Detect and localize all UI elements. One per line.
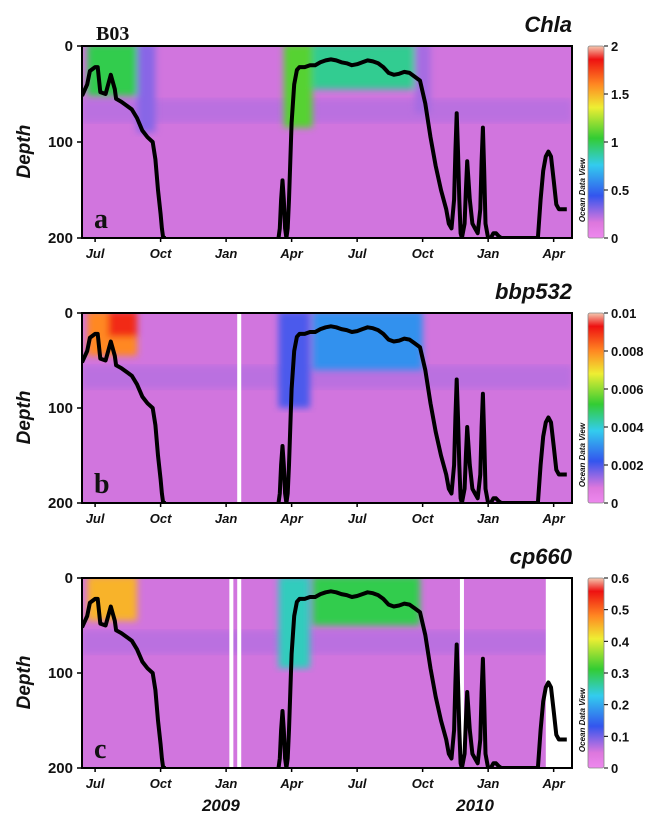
mixed-layer-depth-line xyxy=(82,65,166,238)
y-tick-label: 200 xyxy=(48,760,73,777)
x-tick-label: Apr xyxy=(541,776,565,791)
x-tick-label: Jul xyxy=(86,776,105,791)
y-axis-label: Depth xyxy=(14,391,35,445)
x-tick-label: Jul xyxy=(348,246,367,261)
colorbar-tick-label: 2 xyxy=(611,39,618,54)
heatmap-high-region xyxy=(108,313,138,337)
colorbar-tick-label: 0.002 xyxy=(611,458,644,473)
colorbar-tick-label: 0 xyxy=(611,496,618,511)
x-tick-label: Jan xyxy=(215,511,237,526)
panel-title: cp660 xyxy=(510,544,573,569)
panel-title: Chla xyxy=(524,12,572,37)
x-tick-label: Jan xyxy=(477,776,499,791)
x-tick-label: Apr xyxy=(279,511,303,526)
colorbar-tick-label: 0.4 xyxy=(611,634,630,649)
y-tick-label: 0 xyxy=(65,570,73,587)
y-tick-label: 100 xyxy=(48,665,73,682)
colorbar xyxy=(587,577,605,769)
station-label: B03 xyxy=(96,23,129,45)
colorbar-tick-label: 0.01 xyxy=(611,306,636,321)
y-tick-label: 200 xyxy=(48,230,73,247)
heatmap-field xyxy=(82,578,572,768)
heatmap-subsurface-band xyxy=(82,98,572,123)
heatmap-high-region xyxy=(414,46,431,114)
x-tick-label: Jan xyxy=(215,246,237,261)
colorbar-tick-label: 0.5 xyxy=(611,603,629,618)
ocean-data-view-watermark: Ocean Data View xyxy=(578,687,587,752)
colorbar-tick-label: 0.3 xyxy=(611,666,629,681)
year-label: 2010 xyxy=(455,796,494,814)
year-labels: 2009 2010 xyxy=(201,796,495,814)
panel-letter: b xyxy=(94,469,110,500)
heatmap-subsurface-band xyxy=(82,630,572,654)
colorbar xyxy=(587,45,605,239)
x-tick-label: Oct xyxy=(150,246,172,261)
data-gap xyxy=(237,313,242,503)
heatmap-field xyxy=(82,313,572,503)
year-label: 2009 xyxy=(201,796,240,814)
colorbar-tick-label: 0.2 xyxy=(611,698,629,713)
data-gap xyxy=(459,578,464,768)
y-tick-label: 0 xyxy=(65,305,73,322)
colorbar-tick-label: 0.004 xyxy=(611,420,644,435)
x-tick-label: Oct xyxy=(150,511,172,526)
y-axis-label: Depth xyxy=(14,656,35,710)
data-gap xyxy=(237,578,242,768)
ocean-data-view-watermark: Ocean Data View xyxy=(578,157,587,222)
y-tick-label: 100 xyxy=(48,134,73,151)
heatmap-high-region xyxy=(137,46,156,133)
y-tick-label: 200 xyxy=(48,495,73,512)
y-tick-label: 0 xyxy=(65,38,73,55)
panel-c-cp660: 0 100 200 Depth Jul Oct Jan Apr Jul Oct Jan Apr cp66… xyxy=(14,544,630,791)
x-tick-label: Oct xyxy=(412,511,434,526)
colorbar-tick-label: 1 xyxy=(611,135,618,150)
colorbar-tick-label: 0 xyxy=(611,231,618,246)
y-tick-label: 100 xyxy=(48,400,73,417)
colorbar xyxy=(587,312,605,504)
x-tick-label: Jul xyxy=(348,511,367,526)
panel-letter: c xyxy=(94,734,106,765)
heatmap-subsurface-band xyxy=(82,365,572,389)
x-tick-label: Jul xyxy=(348,776,367,791)
colorbar-tick-label: 0.6 xyxy=(611,571,629,586)
colorbar-tick-label: 0 xyxy=(611,761,618,776)
mixed-layer-depth-line xyxy=(82,596,166,768)
x-tick-label: Apr xyxy=(541,246,565,261)
heatmap-field xyxy=(82,46,572,238)
x-tick-label: Jan xyxy=(215,776,237,791)
heatmap-high-region xyxy=(312,313,423,370)
colorbar-tick-label: 0.006 xyxy=(611,382,644,397)
panel-a-chla: 0 100 200 Depth Jul Oct Jan Apr Jul Oct Jan Apr Chla… xyxy=(14,12,629,261)
x-tick-label: Jan xyxy=(477,511,499,526)
heatmap-high-region xyxy=(312,46,415,90)
ocean-data-view-watermark: Ocean Data View xyxy=(578,422,587,487)
heatmap-high-region xyxy=(87,46,138,96)
colorbar-tick-label: 0.5 xyxy=(611,183,629,198)
x-tick-label: Apr xyxy=(279,776,303,791)
x-tick-label: Jul xyxy=(86,246,105,261)
x-tick-label: Oct xyxy=(412,246,434,261)
panel-title: bbp532 xyxy=(495,279,573,304)
mixed-layer-depth-line xyxy=(82,331,166,503)
panel-letter: a xyxy=(94,204,108,235)
x-tick-label: Jan xyxy=(477,246,499,261)
heatmap-high-region xyxy=(312,578,421,626)
panel-b-bbp532: 0 100 200 Depth Jul Oct Jan Apr Jul Oct Jan Apr bbp5… xyxy=(14,279,644,526)
x-tick-label: Jul xyxy=(86,511,105,526)
x-tick-label: Oct xyxy=(150,776,172,791)
colorbar-tick-label: 0.1 xyxy=(611,729,629,744)
colorbar-tick-label: 0.008 xyxy=(611,344,644,359)
x-tick-label: Apr xyxy=(541,511,565,526)
heatmap-high-region xyxy=(283,46,313,128)
x-tick-label: Apr xyxy=(279,246,303,261)
data-gap xyxy=(229,578,234,768)
colorbar-tick-label: 1.5 xyxy=(611,87,629,102)
y-axis-label: Depth xyxy=(14,125,35,179)
x-tick-label: Oct xyxy=(412,776,434,791)
